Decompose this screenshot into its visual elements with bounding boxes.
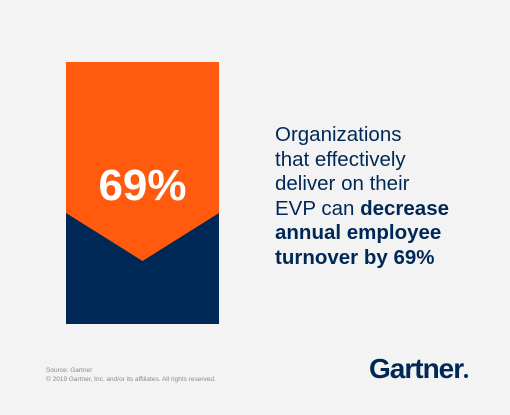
source-label: Source: Gartner xyxy=(46,367,93,374)
message-line-3: deliver on their xyxy=(275,172,410,195)
stat-graphic xyxy=(66,62,219,324)
message-line-4-bold: decrease xyxy=(360,196,450,220)
message-text: Organizations that effectively deliver o… xyxy=(275,123,505,270)
message-line-6: turnover by 69% xyxy=(275,245,435,269)
message-line-4-regular: EVP can xyxy=(275,196,361,220)
copyright-text: © 2019 Gartner, Inc. and/or its affiliat… xyxy=(46,376,216,383)
message-line-5: annual employee xyxy=(275,221,442,244)
stat-value: 69% xyxy=(98,161,187,210)
gartner-logo: Gartner xyxy=(369,352,469,386)
source-note: Source: Gartner © 2019 Gartner, Inc. and… xyxy=(46,366,216,384)
logo-text: Gartner xyxy=(369,353,464,384)
orange-chevron xyxy=(66,62,219,261)
logo-dot-icon xyxy=(464,374,469,378)
message-line-1: Organizations xyxy=(275,123,402,146)
message-line-2: that effectively xyxy=(275,147,406,171)
